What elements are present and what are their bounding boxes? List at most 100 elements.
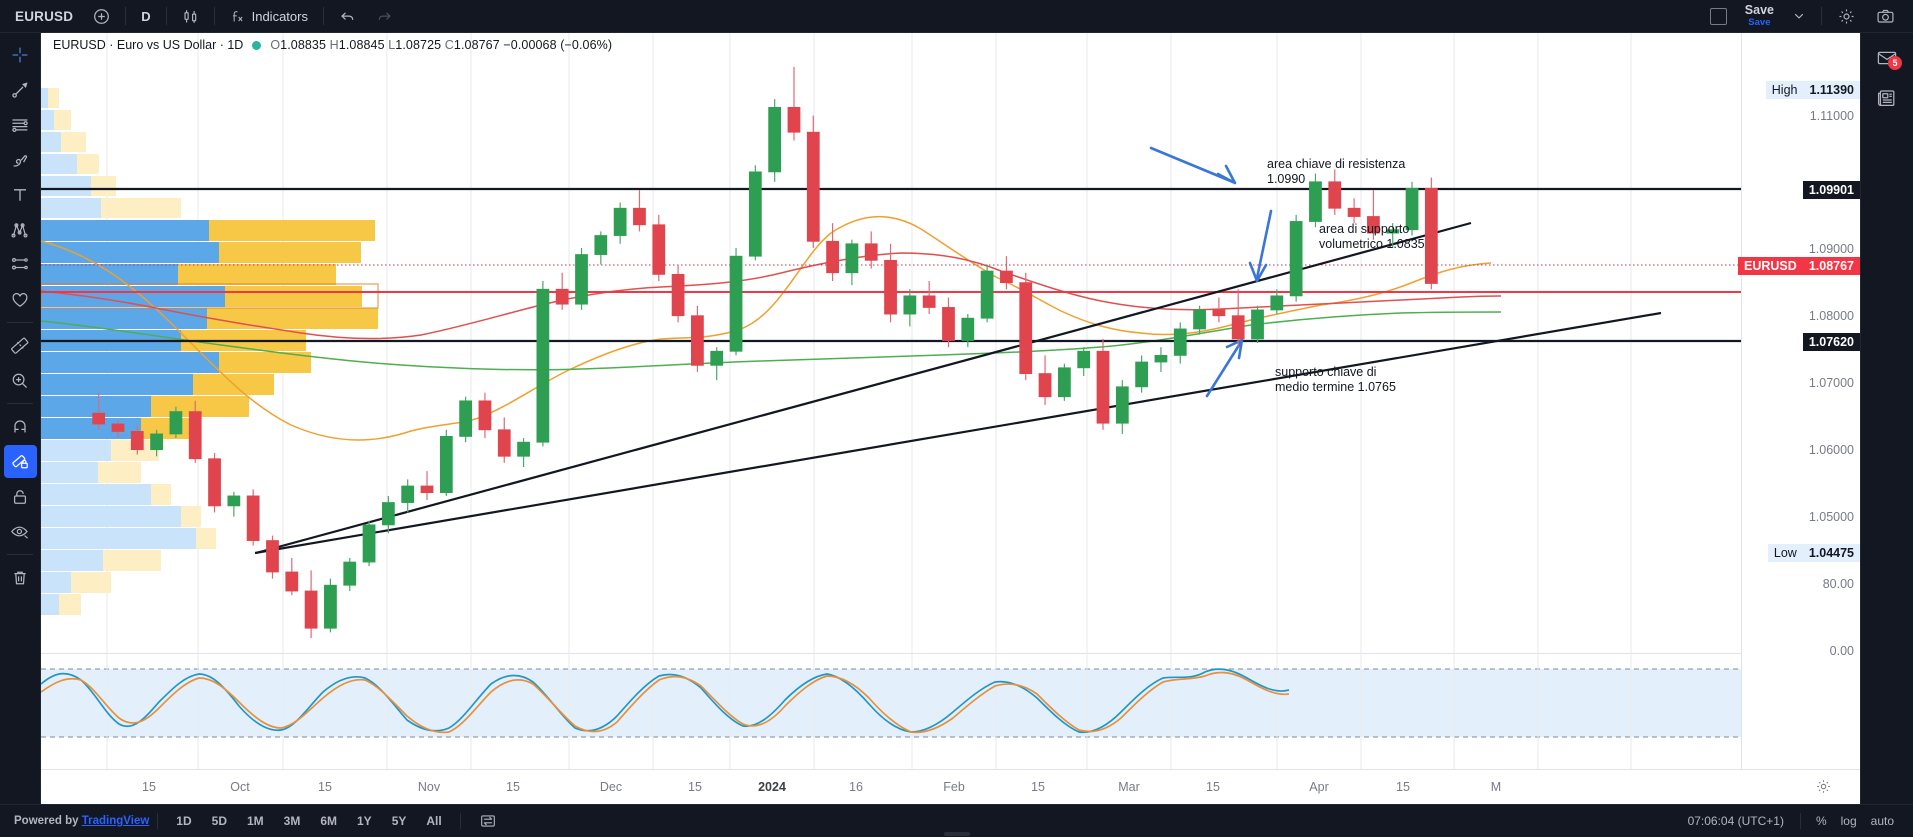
candle-body[interactable]	[1096, 350, 1110, 424]
adjust-data-icon[interactable]	[470, 808, 506, 834]
save-button[interactable]: Save Save	[1737, 1, 1782, 31]
candle-body[interactable]	[478, 400, 492, 431]
candle-body[interactable]	[343, 561, 357, 586]
candle-body[interactable]	[227, 495, 241, 507]
tradingview-link[interactable]: TradingView	[81, 815, 150, 827]
candle-body[interactable]	[1173, 328, 1187, 356]
candle-body[interactable]	[1424, 188, 1438, 284]
candle-body[interactable]	[285, 571, 299, 592]
cross-cursor-icon[interactable]	[4, 38, 37, 71]
candle-body[interactable]	[1135, 361, 1149, 388]
range-1m-button[interactable]: 1M	[246, 814, 264, 828]
candle-body[interactable]	[671, 273, 685, 317]
candle-body[interactable]	[1289, 221, 1303, 297]
remove-drawings-trash-icon[interactable]	[4, 561, 37, 594]
log-scale-toggle[interactable]: log	[1840, 814, 1857, 828]
candle-body[interactable]	[1309, 181, 1322, 222]
candle-body[interactable]	[304, 590, 318, 629]
layout-button[interactable]	[1701, 3, 1736, 30]
candlesticks[interactable]	[92, 66, 1438, 639]
medium-term-support-annotation[interactable]: supporto chiave di medio termine 1.0765	[1275, 365, 1396, 395]
brush-icon[interactable]	[4, 143, 37, 176]
candle-body[interactable]	[208, 458, 221, 507]
horizontal-lines-icon[interactable]	[4, 108, 37, 141]
lock-drawings-icon[interactable]	[4, 480, 37, 513]
measure-ruler-icon[interactable]	[4, 329, 37, 362]
candle-body[interactable]	[768, 107, 782, 173]
resistance-annotation[interactable]: area chiave di resistenza 1.0990	[1267, 157, 1406, 187]
candle-body[interactable]	[1231, 315, 1245, 340]
candle-body[interactable]	[169, 411, 183, 435]
candle-body[interactable]	[497, 429, 511, 457]
candle-body[interactable]	[884, 259, 897, 315]
favorites-heart-icon[interactable]	[4, 283, 37, 316]
candle-body[interactable]	[1038, 373, 1052, 398]
patterns-icon[interactable]	[4, 213, 37, 246]
drag-handle[interactable]	[943, 832, 970, 836]
candle-body[interactable]	[691, 315, 704, 366]
gear-icon[interactable]	[1828, 3, 1865, 30]
candle-body[interactable]	[1405, 188, 1419, 231]
candle-body[interactable]	[748, 171, 762, 257]
candle-body[interactable]	[652, 224, 666, 275]
percent-scale-toggle[interactable]: %	[1815, 814, 1827, 828]
range-1y-button[interactable]: 1Y	[357, 814, 372, 828]
news-icon[interactable]	[1870, 81, 1904, 115]
candle-body[interactable]	[594, 235, 608, 255]
candle-body[interactable]	[613, 207, 627, 236]
candle-body[interactable]	[266, 540, 279, 573]
candle-body[interactable]	[1077, 350, 1091, 369]
range-5d-button[interactable]: 5D	[211, 814, 227, 828]
range-3m-button[interactable]: 3M	[283, 814, 301, 828]
chart-area[interactable]: EURUSD · Euro vs US Dollar · 1D O1.08835…	[41, 33, 1860, 804]
candle-body[interactable]	[710, 350, 724, 366]
candle-body[interactable]	[246, 495, 260, 541]
redo-icon[interactable]	[367, 3, 402, 30]
candle-body[interactable]	[845, 243, 859, 274]
candle-body[interactable]	[1251, 309, 1264, 340]
trend-line-icon[interactable]	[4, 73, 37, 106]
candle-body[interactable]	[903, 295, 917, 315]
candle-body[interactable]	[1212, 309, 1226, 317]
candle-body[interactable]	[864, 243, 878, 261]
undo-icon[interactable]	[330, 3, 365, 30]
candle-body[interactable]	[150, 433, 163, 451]
candle-body[interactable]	[1115, 386, 1129, 424]
trendlines[interactable]	[254, 221, 1662, 555]
candle-body[interactable]	[381, 502, 395, 526]
candle-body[interactable]	[1386, 229, 1400, 234]
candle-body[interactable]	[111, 423, 125, 432]
legend-title[interactable]: EURUSD · Euro vs US Dollar · 1D	[53, 38, 244, 52]
candle-body[interactable]	[420, 485, 434, 494]
candle-body[interactable]	[1347, 207, 1361, 217]
chevron-down-icon[interactable]	[1783, 3, 1815, 30]
range-6m-button[interactable]: 6M	[320, 814, 337, 828]
range-5y-button[interactable]: 5Y	[391, 814, 407, 828]
add-symbol-icon[interactable]	[84, 3, 119, 30]
candle-body[interactable]	[633, 207, 646, 226]
indicators-button[interactable]: Indicators	[221, 3, 317, 30]
candle-body[interactable]	[575, 254, 588, 305]
candle-body[interactable]	[1367, 216, 1380, 234]
candle-body[interactable]	[980, 270, 994, 319]
candle-body[interactable]	[787, 107, 801, 133]
zoom-in-icon[interactable]	[4, 364, 37, 397]
hide-drawings-eye-icon[interactable]	[4, 515, 37, 548]
candle-body[interactable]	[362, 524, 376, 563]
drawing-mode-lock-icon[interactable]	[3, 445, 37, 478]
symbol-button[interactable]: EURUSD	[15, 8, 74, 24]
candle-body[interactable]	[188, 411, 202, 460]
candle-body[interactable]	[517, 441, 530, 457]
candle-body[interactable]	[922, 295, 936, 308]
candle-body[interactable]	[806, 131, 820, 242]
candle-body[interactable]	[439, 436, 453, 494]
candle-body[interactable]	[92, 412, 106, 425]
candle-body[interactable]	[536, 288, 550, 443]
candle-body[interactable]	[324, 584, 337, 629]
candle-body[interactable]	[555, 288, 569, 305]
range-1d-button[interactable]: 1D	[176, 814, 192, 828]
camera-icon[interactable]	[1867, 3, 1904, 30]
candlestick-style-icon[interactable]	[173, 3, 208, 30]
annotation-arrows[interactable]	[1149, 146, 1273, 398]
mail-icon[interactable]: 5	[1870, 41, 1904, 75]
